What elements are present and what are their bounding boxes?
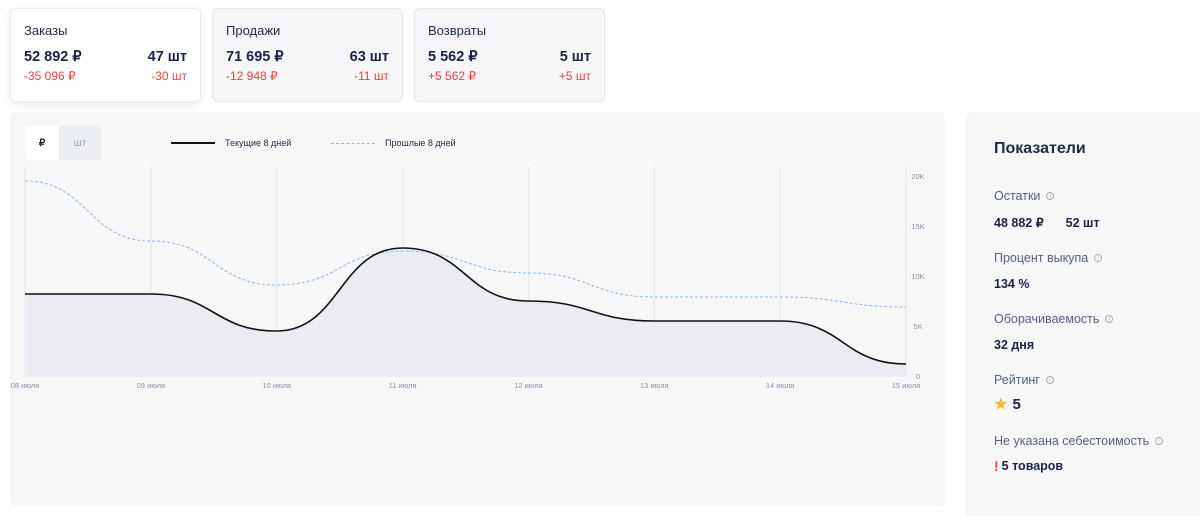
warning-icon: ! [994,458,999,474]
chart-panel: 08 июля 09 июля 10 июля 11 июля 12 июля 13 ию… [10,112,945,506]
legend-previous[interactable]: Прошлые 8 дней [331,138,456,148]
star-icon: ★ [994,396,1008,413]
metrics-panel: Показатели Остатки i 48 882 ₽ 52 шт Проц… [966,112,1200,516]
line-chart: 08 июля 09 июля 10 июля 11 июля 12 июля 13 ию… [11,167,925,390]
metrics-heading: Показатели [994,140,1086,157]
info-icon[interactable]: i [1045,376,1054,384]
x-tick-label: 08 июля [11,381,40,390]
buyout-label: Процент выкупа i [994,251,1200,265]
x-tick-label: 13 июля [640,381,669,390]
card-qty-delta: -11 шт [354,69,389,83]
rating-label-text: Рейтинг [994,373,1040,387]
card-amount: 71 695 ₽ [226,49,284,65]
rating-value: ★ 5 [994,395,1200,414]
card-amount: 52 892 ₽ [24,49,82,65]
info-icon[interactable]: i [1094,254,1103,262]
legend-dashed-line [331,142,375,144]
y-tick-label: 5K [913,322,922,331]
y-tick-label: 15K [911,222,924,231]
card-amount-delta: -35 096 ₽ [24,69,76,83]
stock-value: 48 882 ₽ 52 шт [994,215,1200,231]
legend-current[interactable]: Текущие 8 дней [171,138,291,148]
y-tick-label: 20K [911,172,924,181]
turnover-label: Оборачиваемость i [994,312,1200,326]
card-qty: 47 шт [147,49,187,65]
cost-value-text: 5 товаров [1001,459,1064,473]
info-icon[interactable]: i [1155,437,1164,445]
stock-qty: 52 шт [1065,215,1100,230]
card-amount-delta: -12 948 ₽ [226,69,278,83]
card-qty: 5 шт [559,49,591,65]
current-series-line [25,247,907,365]
orders-card[interactable]: Заказы 52 892 ₽ 47 шт -35 096 ₽ -30 шт [10,8,201,102]
card-qty-delta: +5 шт [558,69,591,83]
legend-previous-label: Прошлые 8 дней [385,138,456,148]
stock-label-text: Остатки [994,189,1041,203]
x-tick-label: 10 июля [262,381,291,390]
sales-card[interactable]: Продажи 71 695 ₽ 63 шт -12 948 ₽ -11 шт [212,8,403,102]
cost-label-text: Не указана себестоимость [994,434,1150,448]
returns-card[interactable]: Возвраты 5 562 ₽ 5 шт +5 562 ₽ +5 шт [414,8,605,102]
turnover-label-text: Оборачиваемость [994,312,1100,326]
x-tick-label: 11 июля [389,381,417,390]
toggle-pcs-button[interactable]: шт [59,126,101,160]
current-series-area [25,248,906,376]
x-tick-label: 15 июля [892,381,921,390]
y-tick-label: 10K [911,272,924,281]
x-tick-label: 14 июля [766,381,795,390]
legend-solid-line [171,142,215,144]
buyout-value: 134 % [994,277,1030,291]
stock-amount: 48 882 ₽ [994,216,1044,230]
rating-number: 5 [1012,395,1021,413]
card-title: Возвраты [428,23,487,38]
info-icon[interactable]: i [1046,192,1055,200]
card-title: Продажи [226,23,281,38]
y-tick-label: 0 [916,372,920,381]
info-icon[interactable]: i [1105,315,1114,323]
card-amount: 5 562 ₽ [428,49,478,65]
card-qty-delta: -30 шт [151,69,187,83]
previous-series-line [24,180,907,308]
rating-label: Рейтинг i [994,373,1200,387]
cost-value[interactable]: ! 5 товаров [994,458,1200,474]
card-qty: 63 шт [349,49,389,65]
card-title: Заказы [24,23,68,38]
unit-toggle[interactable]: ₽ шт [25,126,101,160]
card-amount-delta: +5 562 ₽ [428,69,477,83]
legend-current-label: Текущие 8 дней [225,138,292,148]
x-tick-label: 12 июля [514,381,543,390]
x-tick-label: 09 июля [137,381,166,390]
cost-label: Не указана себестоимость i [994,434,1200,448]
turnover-value: 32 дня [994,338,1035,352]
stock-label: Остатки i [994,189,1200,203]
buyout-label-text: Процент выкупа [994,251,1089,265]
toggle-rub-button[interactable]: ₽ [25,126,59,160]
